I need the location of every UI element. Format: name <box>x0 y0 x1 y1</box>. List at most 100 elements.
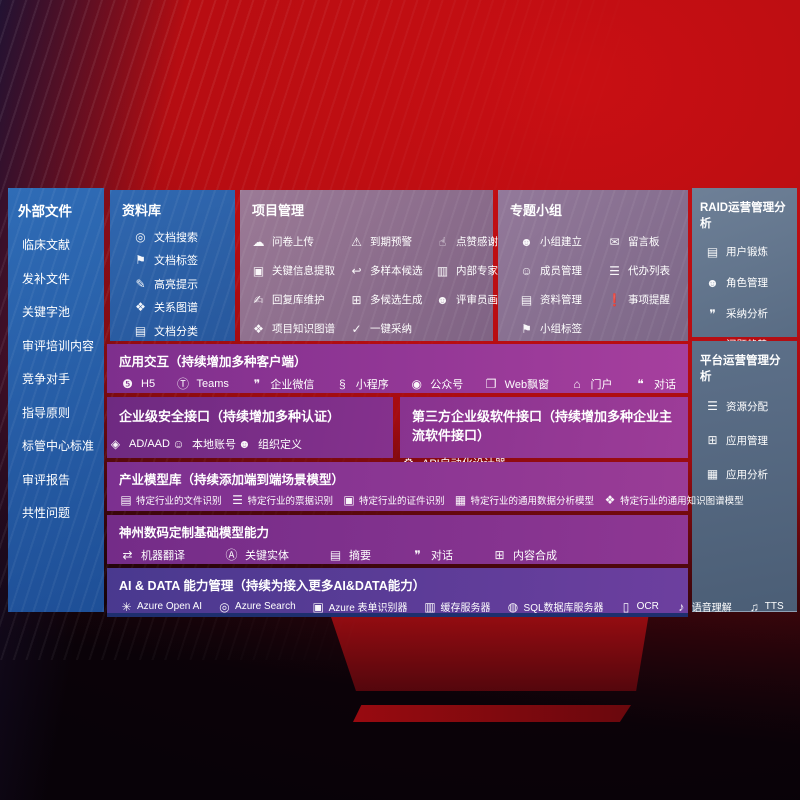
cache-icon: ▥ <box>424 599 436 614</box>
material-manage-item: ▤ 资料管理 <box>518 285 606 314</box>
tag-icon: ⚑ <box>521 321 532 336</box>
multi-sample-candidate-label: 多样本候选 <box>370 265 423 277</box>
industry-data-analysis-model-item: ▦ 特定行业的通用数据分析模型 <box>454 493 595 507</box>
app-analysis-label: 应用分析 <box>726 468 768 481</box>
external-review-training-item: 审评培训内容 <box>8 329 104 363</box>
external-supplement-files-item: 发补文件 <box>8 262 104 296</box>
reply-arrow-icon: ↩ <box>351 263 362 278</box>
matter-reminder-item: ❗ 事项提醒 <box>606 285 670 314</box>
chart-icon: ▦ <box>706 467 719 481</box>
summary-label: 摘要 <box>349 549 371 562</box>
auth-ad-aad-item: ◈ AD/AAD <box>107 437 170 451</box>
roles-icon: ☻ <box>706 275 719 290</box>
adoption-analysis-item: ❞ 采纳分析 <box>692 298 797 329</box>
cloud-upload-icon: ☁ <box>252 234 265 249</box>
relation-graph-item: ❖ 关系图谱 <box>132 296 235 320</box>
auth-local-account-item: ☺ 本地账号 <box>170 436 236 452</box>
client-wecom-label: 企业微信 <box>270 378 315 391</box>
industry-file-recognition-label: 特定行业的文件识别 <box>136 496 222 507</box>
resource-allocation-label: 资源分配 <box>726 400 768 413</box>
client-portal-item: ⌂ 门户 <box>569 376 612 392</box>
todo-list-item: ☰ 代办列表 <box>606 256 670 285</box>
knowledge-graph-icon: ❖ <box>604 493 616 507</box>
topic-group-panel: 专题小组 ☻ 小组建立 ☺ 成员管理 ▤ 资料管理 ⚑ 小组标签 ✉ 留言板 ☰ 代办列表 ❗ 事项提醒 <box>498 190 688 341</box>
speech-icon: ♪ <box>678 599 685 614</box>
key-info-extract-item: ▣ 关键信息提取 <box>250 256 348 285</box>
compose-icon: ⊞ <box>494 547 505 562</box>
client-wecom-item: ❞ 企业微信 <box>248 376 315 392</box>
grid-icon: ⊞ <box>351 292 362 307</box>
content-synthesis-label: 内容合成 <box>513 549 557 562</box>
client-teams-label: Teams <box>196 377 229 390</box>
data-model-icon: ▦ <box>454 493 467 507</box>
external-center-standards-item: 标管中心标准 <box>8 429 104 463</box>
group-create-label: 小组建立 <box>540 236 582 248</box>
auth-local-account-label: 本地账号 <box>191 439 236 451</box>
one-click-adopt-label: 一键采纳 <box>370 323 412 335</box>
external-files-panel: 外部文件 临床文献 发补文件 关键字池 审评培训内容 竞争对手 指导原则 标管中心标准 审评报… <box>8 188 104 612</box>
industry-file-recognition-item: ▤ 特定行业的文件识别 <box>119 493 222 507</box>
ocr-icon: ▯ <box>622 599 630 614</box>
org-icon: ☻ <box>238 437 251 451</box>
platform-ops-title: 平台运营管理分析 <box>700 355 781 383</box>
cache-server-item: ▥ 缓存服务器 <box>423 599 491 615</box>
ocr-item: ▯ OCR <box>619 600 659 614</box>
ad-shield-icon: ◈ <box>110 437 121 451</box>
auth-ad-aad-label: AD/AAD <box>129 438 170 450</box>
library-list: ◎ 文档搜索 ⚑ 文档标签 ✎ 高亮提示 ❖ 关系图谱 ▤ 文档分类 <box>110 223 235 343</box>
group-create-item: ☻ 小组建立 <box>518 227 606 256</box>
industry-invoice-recognition-label: 特定行业的票据识别 <box>247 496 334 507</box>
machine-translation-label: 机器翻译 <box>141 549 185 562</box>
app-analysis-item: ▦ 应用分析 <box>692 457 797 491</box>
web-window-icon: ❐ <box>485 376 497 391</box>
raid-ops-title: RAID运营管理分析 <box>700 202 786 230</box>
sql-db-server-item: ◍ SQL数据库服务器 <box>506 599 604 615</box>
reply-repo-maintain-label: 回复库维护 <box>272 294 325 306</box>
industry-data-analysis-model-label: 特定行业的通用数据分析模型 <box>470 496 595 507</box>
external-clinical-literature-item: 临床文献 <box>8 228 104 262</box>
id-card-icon: ▤ <box>706 244 719 259</box>
topic-group-col1: ☻ 小组建立 ☺ 成员管理 ▤ 资料管理 ⚑ 小组标签 <box>518 227 606 343</box>
project-management-panel: 项目管理 ☁ 问卷上传 ⚠ 到期预警 ☝ 点赞感谢 ▣ 关键信息提取 ↩ 多样本候选 ▥ 内部专家排名… <box>240 190 520 343</box>
list-icon: ☰ <box>707 399 718 413</box>
one-click-adopt-item: ✓ 一键采纳 <box>348 314 434 343</box>
topic-group-title: 专题小组 <box>510 203 563 218</box>
app-manage-label: 应用管理 <box>726 434 768 447</box>
client-teams-item: Ⓣ Teams <box>175 375 229 392</box>
podium-icon: ▥ <box>436 263 449 278</box>
search-icon: ◎ <box>219 599 230 614</box>
external-guidelines-item: 指导原则 <box>8 396 104 430</box>
multi-candidate-generate-label: 多候选生成 <box>370 294 423 306</box>
speech-understanding-label: 语音理解 <box>691 603 732 614</box>
bbs-icon: ✉ <box>609 234 620 249</box>
enterprise-security-row: 企业级安全接口（持续增加多种认证） ◈ AD/AAD ☺ 本地账号 ☻ 组织定义 <box>107 397 393 458</box>
official-account-icon: ◉ <box>411 376 422 391</box>
industry-model-library-row: 产业模型库（持续添加端到端场景模型） ▤ 特定行业的文件识别 ☰ 特定行业的票据识别 ▣… <box>107 462 744 511</box>
questionnaire-upload-item: ☁ 问卷上传 <box>250 227 348 256</box>
industry-certificate-recognition-item: ▣ 特定行业的证件识别 <box>342 493 444 507</box>
bell-icon: ❗ <box>607 292 622 307</box>
topic-group-columns: ☻ 小组建立 ☺ 成员管理 ▤ 资料管理 ⚑ 小组标签 ✉ 留言板 ☰ 代办列表 ❗ 事项提醒 <box>498 223 688 343</box>
knowledge-graph-icon: ❖ <box>253 321 264 336</box>
app-interaction-row: 应用交互（持续增加多种客户端） ❺ H5 Ⓣ Teams ❞ 企业微信 § 小程序 ◉ 公众号 ❐ W… <box>107 344 688 393</box>
client-official-account-item: ◉ 公众号 <box>408 376 463 392</box>
cache-server-label: 缓存服务器 <box>440 603 491 614</box>
industry-knowledge-graph-model-label: 特定行业的通用知识图谱模型 <box>620 496 744 507</box>
ocr-label: OCR <box>636 601 659 612</box>
entity-icon: Ⓐ <box>225 548 238 562</box>
docs-icon: ▤ <box>134 323 147 338</box>
azure-search-item: ◎ Azure Search <box>217 599 295 614</box>
client-miniprogram-item: § 小程序 <box>334 376 389 392</box>
auth-org-definition-label: 组织定义 <box>257 439 302 451</box>
external-files-title: 外部文件 <box>18 204 72 219</box>
platform-ops-analysis-panel: 平台运营管理分析 ☰ 资源分配 ⊞ 应用管理 ▦ 应用分析 <box>692 341 797 612</box>
project-management-grid: ☁ 问卷上传 ⚠ 到期预警 ☝ 点赞感谢 ▣ 关键信息提取 ↩ 多样本候选 ▥ 内部专家排名 ✍ 回复库维… <box>240 223 520 343</box>
decor-red-bar <box>353 705 631 722</box>
reviewer-profile-label: 评审员画像 <box>456 294 509 306</box>
machine-translation-item: ⇄ 机器翻译 <box>119 547 185 563</box>
role-manage-label: 角色管理 <box>726 277 768 289</box>
teams-icon: Ⓣ <box>176 377 189 391</box>
message-board-label: 留言板 <box>628 236 660 248</box>
dialog-label: 对话 <box>431 549 453 562</box>
